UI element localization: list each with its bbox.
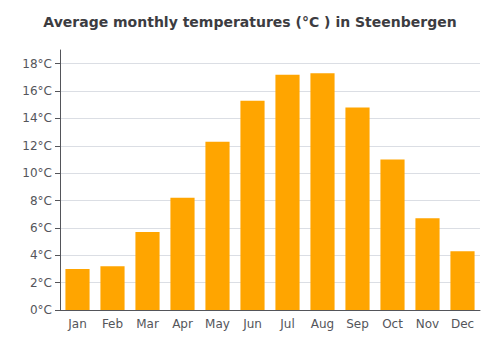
svg-text:18°C: 18°C xyxy=(22,57,52,71)
svg-text:Nov: Nov xyxy=(416,317,439,331)
svg-text:May: May xyxy=(205,317,230,331)
svg-text:14°C: 14°C xyxy=(22,111,52,125)
svg-text:8°C: 8°C xyxy=(30,194,52,208)
svg-text:Oct: Oct xyxy=(382,317,403,331)
svg-text:Feb: Feb xyxy=(102,317,123,331)
svg-text:4°C: 4°C xyxy=(30,248,52,262)
svg-text:Apr: Apr xyxy=(172,317,193,331)
svg-text:0°C: 0°C xyxy=(30,303,52,317)
svg-text:Aug: Aug xyxy=(311,317,334,331)
svg-text:Mar: Mar xyxy=(136,317,159,331)
svg-text:Jul: Jul xyxy=(279,317,294,331)
svg-text:16°C: 16°C xyxy=(22,84,52,98)
svg-text:10°C: 10°C xyxy=(22,166,52,180)
svg-text:Sep: Sep xyxy=(346,317,369,331)
svg-text:12°C: 12°C xyxy=(22,139,52,153)
svg-text:Average monthly temperatures (: Average monthly temperatures (°C ) in St… xyxy=(43,14,456,30)
svg-text:6°C: 6°C xyxy=(30,221,52,235)
svg-text:Jun: Jun xyxy=(242,317,262,331)
svg-text:2°C: 2°C xyxy=(30,276,52,290)
svg-text:Jan: Jan xyxy=(67,317,87,331)
svg-text:Dec: Dec xyxy=(451,317,474,331)
